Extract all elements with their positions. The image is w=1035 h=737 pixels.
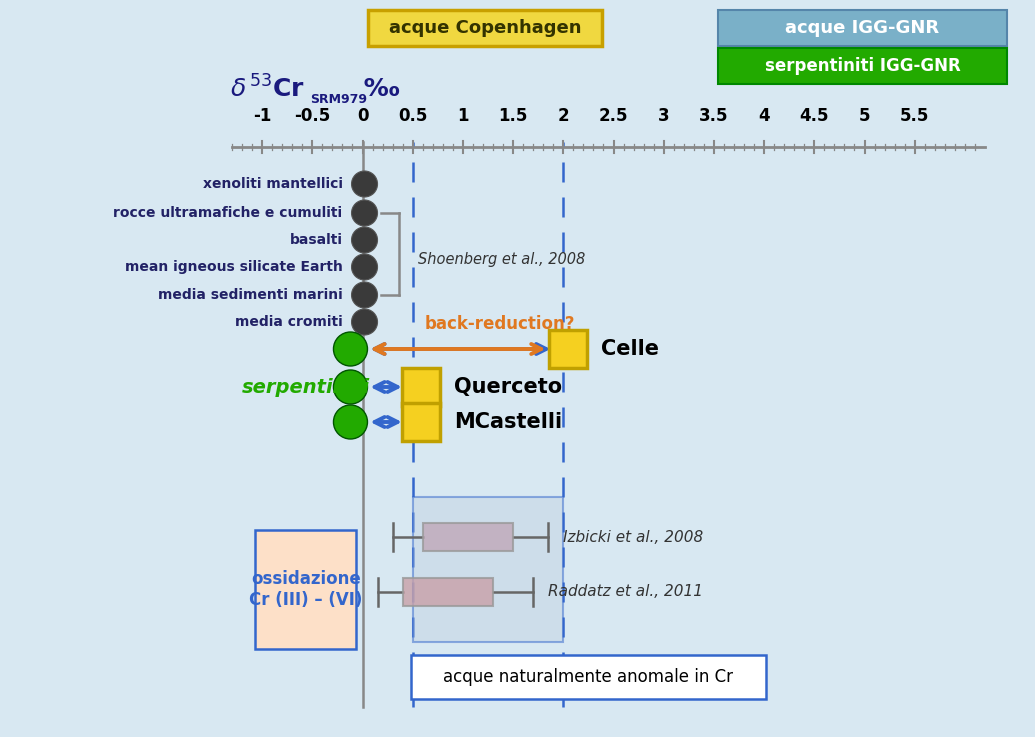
Text: 0.5: 0.5 [398, 107, 427, 125]
Text: ‰: ‰ [355, 77, 400, 101]
Text: SRM979: SRM979 [310, 93, 367, 105]
Text: $\delta\,^{53}$Cr: $\delta\,^{53}$Cr [230, 75, 305, 102]
FancyBboxPatch shape [718, 10, 1007, 46]
Circle shape [333, 405, 367, 439]
Text: acque naturalmente anomale in Cr: acque naturalmente anomale in Cr [443, 668, 734, 686]
Text: serpentiniti IGG-GNR: serpentiniti IGG-GNR [765, 57, 960, 75]
Text: 1: 1 [457, 107, 469, 125]
Circle shape [352, 254, 378, 280]
Text: Izbicki et al., 2008: Izbicki et al., 2008 [563, 529, 704, 545]
Text: 2.5: 2.5 [599, 107, 628, 125]
Circle shape [352, 282, 378, 308]
Text: Shoenberg et al., 2008: Shoenberg et al., 2008 [418, 251, 585, 267]
FancyBboxPatch shape [368, 10, 602, 46]
Text: MCastelli: MCastelli [453, 412, 562, 432]
Circle shape [352, 200, 378, 226]
Text: basalti: basalti [290, 233, 343, 247]
FancyBboxPatch shape [718, 48, 1007, 84]
Text: Querceto: Querceto [453, 377, 562, 397]
Text: -1: -1 [253, 107, 271, 125]
Text: 4.5: 4.5 [800, 107, 829, 125]
Text: Celle: Celle [601, 339, 659, 359]
Text: 4: 4 [759, 107, 770, 125]
Circle shape [352, 227, 378, 253]
Text: 1.5: 1.5 [499, 107, 528, 125]
Text: media sedimenti marini: media sedimenti marini [157, 288, 343, 302]
Text: Raddatz et al., 2011: Raddatz et al., 2011 [549, 584, 703, 599]
Text: ossidazione
Cr (III) – (VI): ossidazione Cr (III) – (VI) [249, 570, 362, 609]
Text: serpentiniti: serpentiniti [242, 377, 371, 397]
FancyBboxPatch shape [411, 655, 766, 699]
Text: xenoliti mantellici: xenoliti mantellici [203, 177, 343, 191]
Text: acque Copenhagen: acque Copenhagen [389, 19, 582, 37]
Text: 3: 3 [658, 107, 670, 125]
Circle shape [352, 309, 378, 335]
FancyBboxPatch shape [422, 523, 513, 551]
Text: 0: 0 [357, 107, 368, 125]
FancyBboxPatch shape [402, 403, 440, 441]
Text: -0.5: -0.5 [294, 107, 330, 125]
Circle shape [333, 332, 367, 366]
Text: rocce ultramafiche e cumuliti: rocce ultramafiche e cumuliti [114, 206, 343, 220]
FancyBboxPatch shape [403, 578, 493, 606]
FancyBboxPatch shape [255, 530, 356, 649]
FancyBboxPatch shape [402, 368, 440, 406]
Text: 5.5: 5.5 [900, 107, 929, 125]
Text: 3.5: 3.5 [700, 107, 729, 125]
Circle shape [352, 171, 378, 197]
Text: acque IGG-GNR: acque IGG-GNR [786, 19, 940, 37]
Text: back-reduction?: back-reduction? [424, 315, 575, 333]
Circle shape [333, 370, 367, 404]
Text: media cromiti: media cromiti [235, 315, 343, 329]
FancyBboxPatch shape [413, 497, 563, 642]
FancyBboxPatch shape [550, 330, 587, 368]
Text: 2: 2 [558, 107, 569, 125]
Text: mean igneous silicate Earth: mean igneous silicate Earth [124, 260, 343, 274]
Text: 5: 5 [859, 107, 870, 125]
